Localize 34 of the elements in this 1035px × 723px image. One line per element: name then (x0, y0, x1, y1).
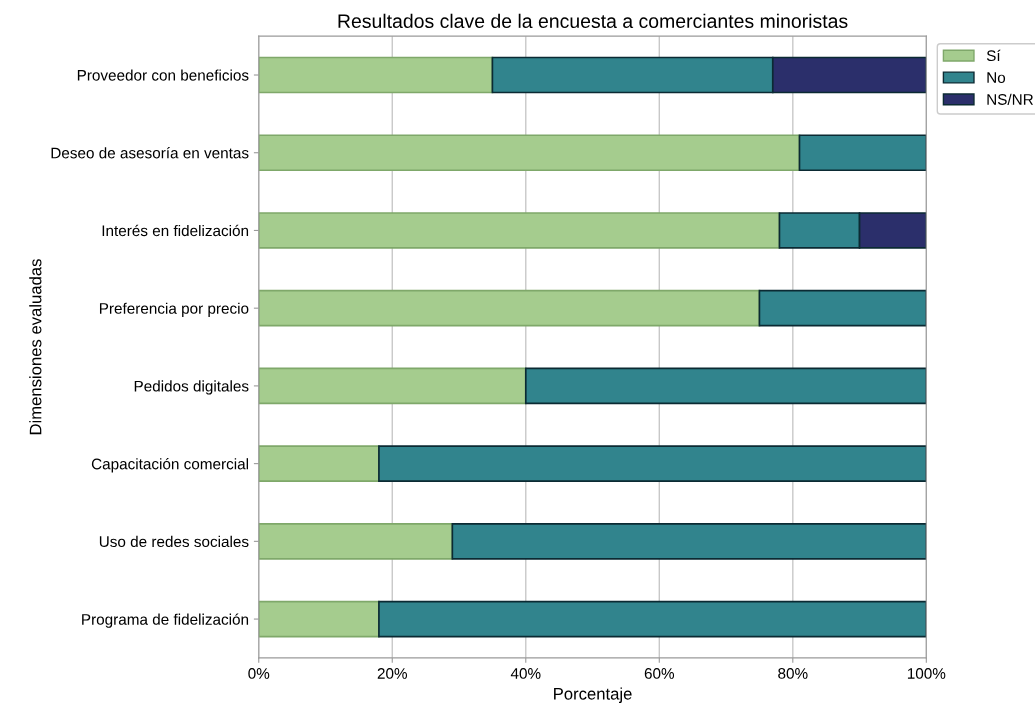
y-tick-label: Deseo de asesoría en ventas (51, 147, 249, 159)
x-tick-label: 20% (377, 668, 408, 679)
bar (378, 445, 927, 482)
y-axis-title: Dimensiones evaluadas (29, 259, 42, 435)
y-tick-label: Uso de redes sociales (99, 535, 249, 548)
bar (258, 56, 494, 94)
y-tick-label: Pedidos digitales (134, 380, 249, 395)
legend-label: Sí (986, 49, 1001, 62)
bar (798, 134, 927, 172)
legend-label: No (987, 72, 1006, 83)
bar (258, 600, 380, 638)
legend-label: NS/NR (987, 93, 1034, 105)
x-tick-label: 80% (778, 668, 808, 679)
y-tick-label: Capacitación comercial (91, 458, 249, 473)
y-tick-label: Interés en fidelización (102, 224, 249, 237)
x-tick-label: 60% (644, 668, 675, 679)
y-tick-label: Programa de fidelización (82, 613, 249, 628)
x-tick-label: 0% (248, 668, 270, 679)
x-axis-title: Porcentaje (554, 687, 632, 703)
bar (258, 134, 801, 172)
bar (258, 289, 761, 327)
chart-title: Resultados clave de la encuesta a comerciantes minoristas (338, 13, 848, 29)
x-tick-label: 40% (510, 668, 541, 679)
bar (451, 523, 927, 560)
bar (258, 212, 781, 249)
bar (758, 289, 927, 327)
bar (524, 367, 927, 405)
bar (258, 367, 527, 405)
bar (258, 445, 380, 482)
y-tick-label: Proveedor con beneficios (77, 69, 249, 81)
bar (258, 523, 454, 560)
y-tick-label: Preferencia por precio (99, 302, 249, 317)
bar (378, 600, 927, 638)
x-tick-label: 100% (907, 668, 946, 679)
